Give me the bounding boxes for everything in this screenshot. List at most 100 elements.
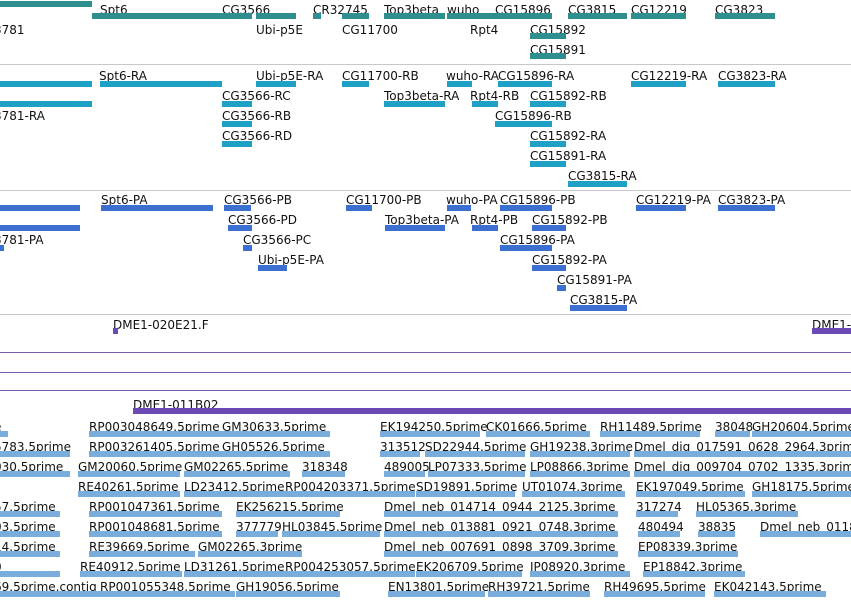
ests-feature-glyph[interactable] [236,531,278,537]
ests-feature-glyph[interactable] [0,451,70,457]
ests-label[interactable]: GH19238.3prime [530,440,633,454]
transcripts-feature-glyph[interactable] [530,141,566,147]
ests-feature-glyph[interactable] [0,551,60,557]
ests-label[interactable]: Dmel_neb_0118 [760,520,851,534]
ests-label[interactable]: RP004203371.5prime [285,480,416,494]
ests-label[interactable]: RE40912.5prime [80,560,181,574]
ests-label[interactable]: EK206709.5prime [416,560,524,574]
transcripts-label[interactable]: CG11700-RB [342,69,419,83]
ests-label[interactable]: 03.5prime [0,520,56,534]
genes-label[interactable]: Rpt4 [470,23,499,37]
ests-label[interactable]: RH39721.5prime [488,580,590,594]
proteins-label[interactable]: Rpt4-PB [470,213,519,227]
transcripts-label[interactable]: Spt6-RA [99,69,147,83]
ests-feature-glyph[interactable] [184,491,285,497]
ests-feature-glyph[interactable] [222,431,330,437]
ests-label[interactable]: SD22944.5prime [425,440,527,454]
ests-label[interactable]: EK197049.5prime [636,480,744,494]
proteins-label[interactable]: CG15892-PA [532,253,607,267]
ests-label[interactable]: Dmel_neb_013881_0921_0748.3prime [384,520,616,534]
proteins-feature-glyph[interactable] [532,225,566,231]
ests-label[interactable]: EN13801.5prime [388,580,490,594]
transcripts-feature-glyph[interactable] [256,81,296,87]
proteins-label[interactable]: CG12219-PA [636,193,711,207]
ests-label[interactable]: 69.5prime.contig [0,580,97,594]
ests-label[interactable]: HL03845.5prime [282,520,383,534]
transcripts-label[interactable]: wuho-RA [446,69,499,83]
proteins-feature-glyph[interactable] [570,305,627,311]
ests-feature-glyph[interactable] [760,531,851,537]
ests-label[interactable]: EK194250.5prime [380,420,488,434]
ests-feature-glyph[interactable] [530,571,630,577]
genes-label[interactable]: 3781 [0,23,25,37]
proteins-feature-glyph[interactable] [346,205,372,211]
ests-feature-glyph[interactable] [198,551,302,557]
transcripts-feature-glyph[interactable] [342,81,369,87]
ests-label[interactable]: 5783.5prime [0,440,71,454]
ests-feature-glyph[interactable] [604,591,705,597]
ests-label[interactable]: 377779 [236,520,282,534]
proteins-label[interactable]: Spt6-PA [101,193,148,207]
ests-label[interactable]: 318348 [302,460,348,474]
proteins-label[interactable]: CG3566-PC [243,233,312,247]
ests-feature-glyph[interactable] [696,511,798,517]
ests-label[interactable]: GH19056.5prime [236,580,339,594]
ests-feature-glyph[interactable] [80,571,182,577]
proteins-label[interactable]: Top3beta-PA [385,213,459,227]
ests-label[interactable]: GM02265.3prime [198,540,303,554]
ests-label[interactable]: RP003261405.5prime [89,440,220,454]
ests-feature-glyph[interactable] [0,471,70,477]
ests-feature-glyph[interactable] [0,531,60,537]
genes-feature-glyph[interactable] [530,33,566,39]
genes-feature-glyph[interactable] [342,13,369,19]
ests-feature-glyph[interactable] [89,551,195,557]
proteins-label[interactable]: wuho-PA [446,193,498,207]
ests-label[interactable]: RE40261.5prime [78,480,179,494]
ests-feature-glyph[interactable] [380,431,480,437]
transcripts-label[interactable]: Top3beta-RA [384,89,460,103]
ests-feature-glyph[interactable] [698,531,735,537]
ests-feature-glyph[interactable] [522,491,625,497]
ests-feature-glyph[interactable] [384,511,618,517]
ests-feature-glyph[interactable] [600,431,700,437]
ests-label[interactable]: Dmel_neb_007691_0898_3709.3prime [384,540,616,554]
genes-feature-glyph[interactable] [92,13,222,19]
bac-clones-feature-glyph[interactable] [113,328,118,334]
ests-feature-glyph[interactable] [89,531,222,537]
proteins-label[interactable]: CG11700-PB [346,193,422,207]
ests-label[interactable]: RP001047361.5prime [89,500,220,514]
ests-feature-glyph[interactable] [425,451,525,457]
proteins-feature-glyph[interactable] [0,245,4,251]
proteins-label[interactable]: CG15891-PA [557,273,632,287]
genes-feature-glyph[interactable] [495,13,552,19]
transcripts-feature-glyph[interactable] [718,81,775,87]
proteins-label[interactable]: Ubi-p5E-PA [258,253,324,267]
ests-label[interactable]: EP08339.3prime [638,540,738,554]
ests-label[interactable]: 38048 [715,420,754,434]
proteins-feature-glyph[interactable] [385,225,445,231]
ests-feature-glyph[interactable] [89,451,222,457]
transcripts-label[interactable]: CG3566-RB [222,109,292,123]
transcripts-feature-glyph[interactable] [530,101,566,107]
proteins-label[interactable]: CG3823-PA [718,193,786,207]
ests-label[interactable]: 0 [0,560,2,574]
transcripts-label[interactable]: CG12219-RA [631,69,708,83]
ests-feature-glyph[interactable] [0,511,60,517]
transcripts-label[interactable]: CG15892-RB [530,89,607,103]
genes-feature-glyph[interactable] [222,13,252,19]
ests-label[interactable]: LD23412.5prime [184,480,285,494]
ests-label[interactable]: LP07333.5prime [428,460,527,474]
ests-feature-glyph[interactable] [184,471,290,477]
ests-feature-glyph[interactable] [384,531,618,537]
ests-label[interactable]: Dmel_neb_014714_0944_2125.3prime [384,500,616,514]
transcripts-feature-glyph[interactable] [222,141,252,147]
ests-label[interactable]: EK042143.5prime [714,580,822,594]
proteins-feature-glyph[interactable] [472,225,498,231]
ests-feature-glyph[interactable] [89,511,222,517]
ests-feature-glyph[interactable] [634,451,851,457]
ests-feature-glyph[interactable] [752,491,851,497]
ests-feature-glyph[interactable] [636,491,745,497]
ests-feature-glyph[interactable] [78,491,180,497]
ests-label[interactable]: IP08920.3prime [530,560,626,574]
